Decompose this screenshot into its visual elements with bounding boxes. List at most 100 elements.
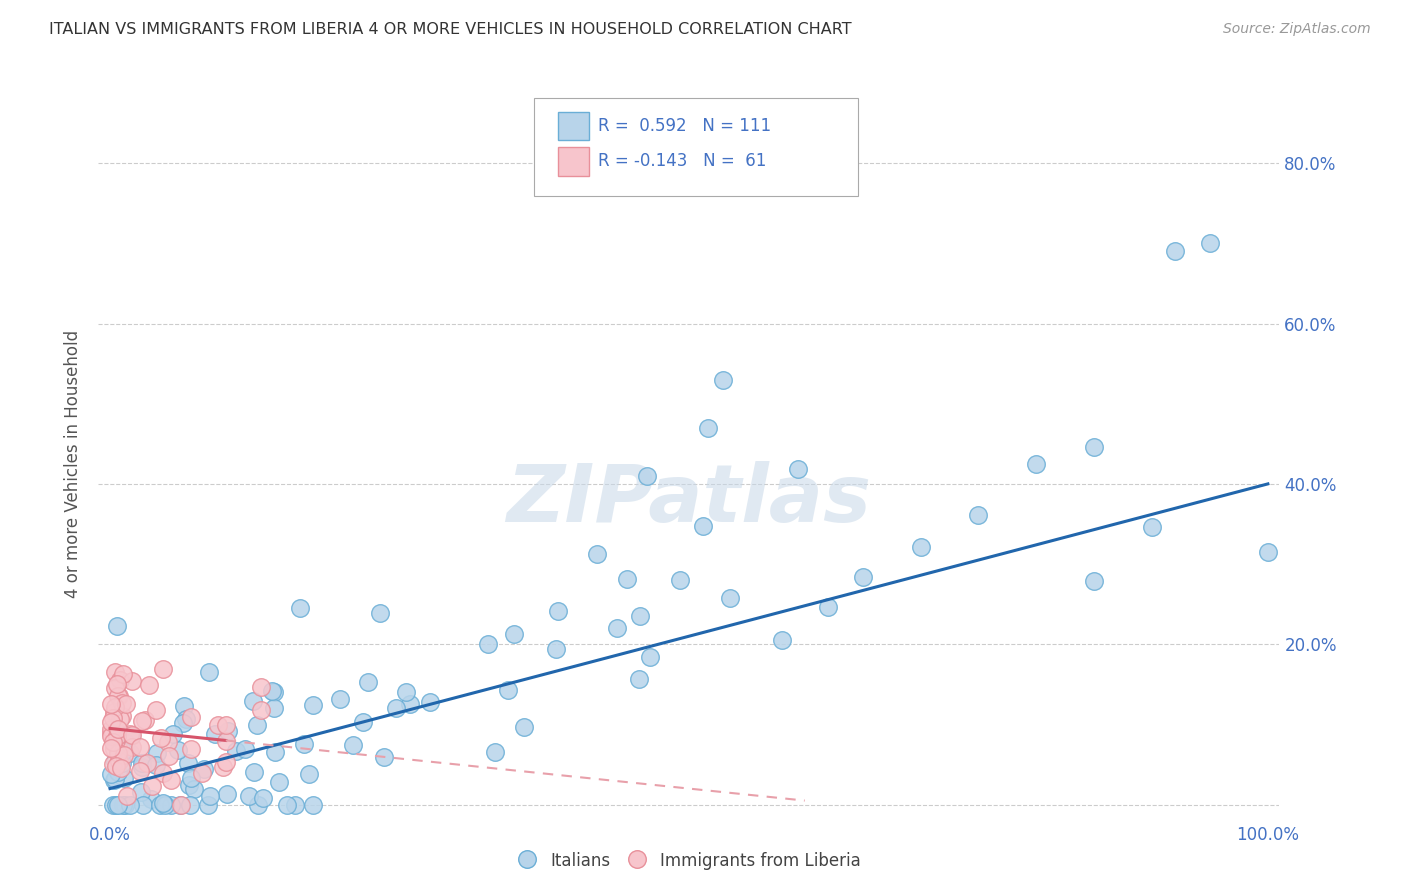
Point: [177, 756, 200, 771]
Point: [105, 729, 128, 743]
Point: [138, 678, 160, 692]
Point: [373, 749, 395, 764]
Point: [215, 756, 238, 770]
Point: [628, 609, 651, 624]
Point: [107, 689, 129, 703]
Point: [110, 711, 132, 725]
Point: [114, 797, 136, 812]
Point: [115, 697, 138, 711]
Point: [105, 724, 128, 739]
Point: [669, 574, 692, 588]
Point: [110, 673, 132, 688]
Point: [118, 747, 141, 761]
Point: [105, 759, 128, 773]
Point: [1164, 244, 1187, 259]
Point: [100, 729, 122, 743]
Point: [692, 519, 714, 533]
Point: [111, 696, 134, 710]
Point: [1140, 519, 1163, 533]
Point: [172, 715, 194, 730]
Point: [101, 756, 124, 771]
Point: [111, 756, 134, 771]
Point: [513, 720, 536, 734]
Point: [108, 755, 131, 769]
Point: [246, 717, 269, 731]
Point: [152, 663, 174, 677]
Point: [103, 742, 125, 756]
Point: [107, 797, 129, 812]
Point: [419, 695, 441, 709]
Point: [235, 742, 257, 756]
Point: [104, 699, 127, 714]
Point: [169, 797, 191, 812]
Point: [107, 743, 129, 757]
Point: [198, 665, 221, 679]
Point: [183, 782, 205, 797]
Point: [606, 622, 628, 636]
Text: R = -0.143   N =  61: R = -0.143 N = 61: [598, 153, 766, 170]
Point: [105, 676, 128, 690]
Point: [1257, 544, 1279, 558]
Point: [110, 709, 132, 723]
Point: [101, 797, 124, 812]
Point: [145, 746, 167, 760]
Point: [385, 700, 408, 714]
Point: [249, 703, 271, 717]
Point: [152, 796, 174, 810]
Point: [252, 791, 274, 805]
Point: [107, 723, 129, 737]
Point: [179, 797, 201, 812]
Point: [153, 797, 176, 812]
Point: [284, 797, 307, 812]
Point: [120, 797, 142, 812]
Point: [301, 797, 323, 812]
Point: [157, 735, 180, 749]
Point: [616, 572, 638, 586]
Point: [585, 547, 607, 561]
Point: [817, 600, 839, 615]
Point: [217, 723, 239, 738]
Point: [112, 772, 135, 786]
Point: [120, 729, 142, 743]
Point: [786, 462, 808, 476]
Point: [352, 715, 374, 730]
Point: [298, 767, 321, 781]
Point: [103, 773, 125, 788]
Point: [770, 633, 793, 648]
Point: [100, 714, 122, 729]
Point: [217, 787, 239, 801]
Point: [267, 775, 290, 789]
Point: [115, 735, 138, 749]
Point: [121, 674, 143, 689]
Point: [263, 684, 285, 698]
Point: [368, 606, 391, 620]
Point: [107, 746, 129, 760]
Point: [180, 710, 202, 724]
Point: [108, 690, 131, 704]
Point: [129, 764, 152, 778]
Text: ZIPatlas: ZIPatlas: [506, 460, 872, 539]
Text: R =  0.592   N = 111: R = 0.592 N = 111: [598, 117, 770, 135]
Point: [145, 757, 167, 772]
Point: [718, 591, 741, 606]
Point: [342, 738, 364, 752]
Point: [290, 600, 312, 615]
Point: [243, 765, 266, 780]
Point: [152, 766, 174, 780]
Y-axis label: 4 or more Vehicles in Household: 4 or more Vehicles in Household: [65, 330, 83, 598]
Point: [100, 726, 122, 740]
Point: [198, 789, 221, 803]
Point: [131, 756, 153, 771]
Point: [134, 714, 156, 728]
Point: [264, 745, 287, 759]
Point: [1199, 236, 1222, 251]
Point: [100, 767, 122, 781]
Point: [160, 797, 183, 812]
Point: [249, 680, 271, 694]
Point: [107, 764, 129, 779]
Point: [193, 762, 215, 776]
Point: [157, 749, 180, 764]
Point: [191, 766, 214, 780]
Point: [292, 737, 315, 751]
Point: [101, 735, 124, 749]
